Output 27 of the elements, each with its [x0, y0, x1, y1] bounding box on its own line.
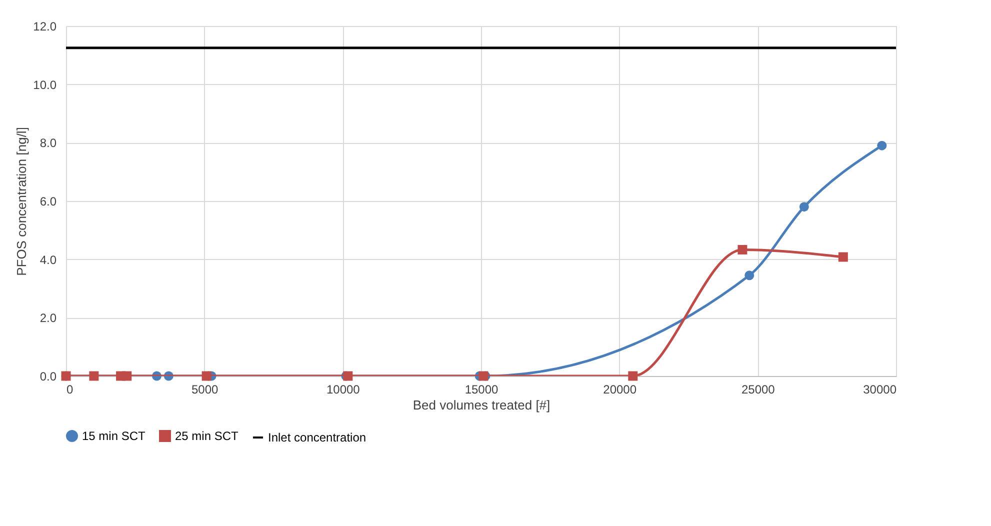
point — [89, 371, 99, 381]
x-tick-label: 25000 — [741, 382, 776, 396]
point — [744, 270, 754, 280]
legend-label: 25 min SCT — [175, 429, 240, 443]
point — [738, 244, 748, 254]
point — [838, 252, 848, 262]
x-tick-label: 30000 — [863, 382, 897, 396]
legend-label: 15 min SCT — [82, 429, 146, 443]
point — [628, 371, 638, 381]
point — [122, 371, 132, 381]
y-axis-title: PFOS concentration [ng/l] — [14, 127, 30, 276]
y-tick-label: 10.0 — [33, 78, 57, 92]
x-tick-label: 15000 — [464, 382, 499, 396]
x-tick-label: 0 — [66, 382, 74, 396]
y-tick-label: 0.0 — [40, 370, 57, 384]
y-tick-label: 8.0 — [40, 136, 57, 150]
x-tick-label: 10000 — [326, 382, 360, 396]
y-tick-label: 4.0 — [40, 252, 57, 267]
point — [877, 140, 887, 150]
legend-label: Inlet concentration — [268, 430, 366, 444]
x-axis-title: Bed volumes treated [#] — [412, 398, 550, 412]
point — [799, 202, 809, 212]
x-tick-label: 20000 — [603, 382, 637, 396]
y-tick-label: 2.0 — [40, 311, 57, 326]
x-tick-label: 5000 — [191, 382, 219, 396]
y-tick-label: 6.0 — [40, 194, 57, 208]
y-tick-label: 12.0 — [33, 20, 57, 34]
